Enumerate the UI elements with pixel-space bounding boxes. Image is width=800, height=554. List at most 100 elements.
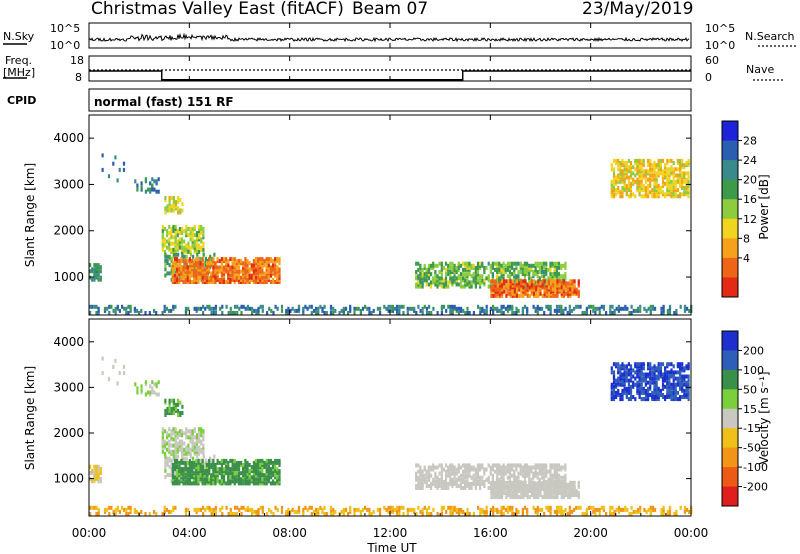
power-echo-cell bbox=[496, 283, 499, 288]
velocity-echo-cell bbox=[670, 362, 673, 367]
velocity-echo-cell bbox=[674, 382, 677, 387]
velocity-echo-cell bbox=[415, 512, 418, 516]
power-echo-cell bbox=[610, 188, 613, 193]
velocity-echo-cell bbox=[545, 493, 548, 498]
velocity-echo-cell bbox=[202, 505, 205, 510]
power-echo-cell bbox=[181, 202, 184, 207]
velocity-echo-cell bbox=[573, 484, 576, 489]
velocity-echo-cell bbox=[619, 507, 623, 512]
velocity-echo-cell bbox=[199, 475, 202, 480]
power-echo-cell bbox=[466, 263, 469, 268]
velocity-echo-cell bbox=[242, 505, 245, 510]
power-echo-cell bbox=[182, 259, 185, 264]
cpid-mode: normal (fast) 151 RF bbox=[94, 95, 234, 109]
velocity-echo-cell bbox=[672, 393, 675, 397]
velocity-echo-cell bbox=[134, 382, 137, 387]
power-echo-cell bbox=[236, 304, 239, 309]
velocity-echo-cell bbox=[269, 475, 273, 480]
velocity-echo-cell bbox=[212, 473, 215, 478]
velocity-echo-cell bbox=[511, 491, 514, 495]
velocity-echo-cell bbox=[571, 493, 574, 498]
velocity-echo-cell bbox=[193, 465, 196, 469]
velocity-echo-cell bbox=[195, 458, 198, 463]
velocity-echo-cell bbox=[436, 475, 439, 480]
velocity-echo-cell bbox=[651, 397, 654, 402]
velocity-echo-cell bbox=[449, 477, 452, 482]
velocity-echo-cell bbox=[227, 467, 230, 472]
velocity-echo-cell bbox=[272, 467, 275, 472]
power-echo-cell bbox=[144, 177, 147, 182]
velocity-echo-cell bbox=[445, 509, 448, 514]
power-echo-cell bbox=[459, 284, 463, 289]
velocity-echo-cell bbox=[252, 479, 255, 484]
velocity-echo-cell bbox=[153, 509, 156, 514]
power-echo-cell bbox=[647, 194, 650, 199]
velocity-echo-cell bbox=[201, 471, 204, 476]
power-echo-cell bbox=[222, 257, 226, 262]
power-echo-cell bbox=[522, 291, 525, 296]
power-echo-cell bbox=[259, 275, 262, 280]
power-echo-cell bbox=[178, 237, 181, 242]
power-echo-cell bbox=[613, 311, 616, 315]
power-echo-cell bbox=[415, 284, 418, 289]
velocity-echo-cell bbox=[491, 477, 494, 482]
power-echo-cell bbox=[176, 267, 179, 272]
power-echo-cell bbox=[180, 245, 184, 250]
velocity-echo-cell bbox=[556, 480, 559, 485]
power-echo-cell bbox=[555, 265, 558, 270]
power-echo-cell bbox=[195, 239, 199, 244]
velocity-echo-cell bbox=[188, 469, 191, 474]
velocity-echo-cell bbox=[476, 473, 480, 478]
velocity-echo-cell bbox=[185, 435, 188, 440]
velocity-echo-cell bbox=[447, 486, 450, 490]
velocity-echo-cell bbox=[191, 439, 194, 444]
velocity-echo-cell bbox=[171, 475, 174, 480]
power-echo-cell bbox=[494, 261, 497, 266]
power-echo-cell bbox=[644, 169, 647, 174]
power-echo-cell bbox=[500, 311, 503, 315]
power-echo-cell bbox=[556, 291, 559, 296]
power-echo-cell bbox=[668, 190, 671, 195]
power-echo-cell bbox=[535, 285, 538, 290]
velocity-echo-cell bbox=[492, 512, 495, 516]
power-echo-cell bbox=[172, 202, 175, 207]
velocity-echo-cell bbox=[195, 509, 198, 514]
velocity-echo-cell bbox=[649, 370, 652, 375]
velocity-echo-cell bbox=[654, 507, 657, 512]
velocity-echo-cell bbox=[547, 505, 550, 510]
velocity-echo-cell bbox=[170, 460, 173, 465]
velocity-echo-cell bbox=[417, 463, 420, 468]
power-echo-cell bbox=[557, 276, 561, 281]
velocity-echo-cell bbox=[504, 465, 507, 470]
power-echo-cell bbox=[549, 267, 552, 272]
power-echo-cell bbox=[547, 287, 551, 292]
velocity-echo-cell bbox=[276, 471, 279, 476]
velocity-echo-cell bbox=[536, 463, 539, 468]
power-echo-cell bbox=[134, 179, 137, 184]
power-echo-cell bbox=[193, 269, 196, 274]
velocity-echo-cell bbox=[203, 477, 206, 482]
velocity-echo-cell bbox=[485, 467, 488, 472]
power-echo-cell bbox=[255, 308, 258, 313]
power-echo-cell bbox=[269, 269, 273, 274]
velocity-echo-cell bbox=[647, 386, 650, 391]
velocity-echo-cell bbox=[235, 463, 238, 467]
velocity-echo-cell bbox=[176, 469, 179, 474]
velocity-echo-cell bbox=[577, 491, 580, 495]
power-echo-cell bbox=[657, 161, 660, 165]
power-echo-cell bbox=[526, 293, 529, 298]
velocity-echo-cell bbox=[659, 362, 662, 367]
velocity-echo-cell bbox=[661, 372, 665, 377]
power-echo-cell bbox=[252, 275, 255, 280]
power-echo-cell bbox=[577, 289, 580, 294]
velocity-echo-cell bbox=[254, 471, 258, 476]
velocity-echo-cell bbox=[174, 443, 177, 448]
velocity-echo-cell bbox=[208, 471, 211, 476]
power-echo-cell bbox=[188, 267, 191, 272]
power-echo-cell bbox=[524, 289, 527, 294]
power-echo-cell bbox=[554, 279, 557, 284]
power-echo-cell bbox=[659, 165, 662, 170]
velocity-echo-cell bbox=[185, 427, 188, 432]
velocity-echo-cell bbox=[556, 489, 559, 493]
power-echo-cell bbox=[185, 233, 188, 238]
